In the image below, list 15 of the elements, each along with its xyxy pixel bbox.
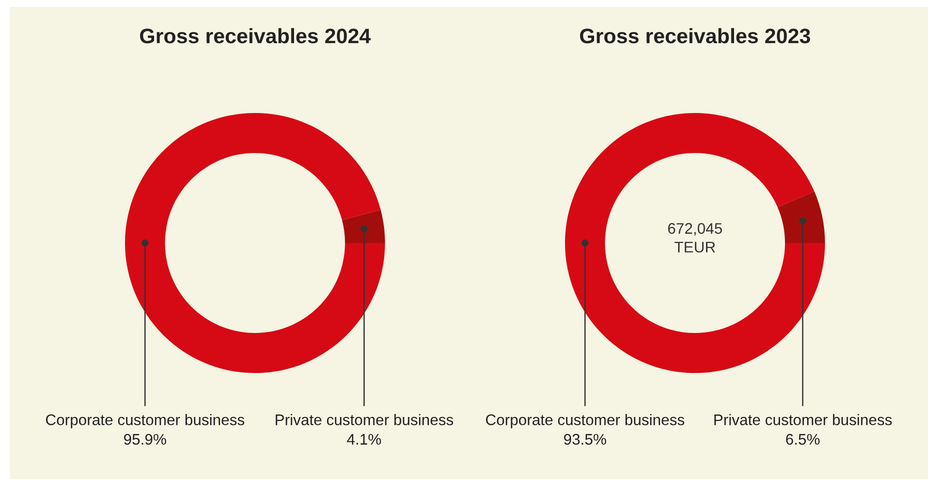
donut-slice — [342, 210, 385, 243]
donut-slice — [778, 191, 825, 243]
data-label: 6.5% — [786, 434, 820, 445]
slice-label: Private customer business — [276, 414, 454, 426]
slice-label: Corporate customer business — [486, 414, 684, 428]
data-label: 95.9% — [124, 434, 166, 445]
slice-label: Private customer business — [714, 414, 892, 426]
chart-title: Gross receivables 2024 — [140, 28, 371, 44]
donut-slice — [125, 112, 385, 374]
data-label: 93.5% — [564, 434, 606, 445]
chart-title: Gross receivables 2023 — [580, 28, 810, 44]
data-label: 4.1% — [347, 434, 381, 445]
donut-slice — [565, 112, 825, 373]
slice-label: Corporate customer business — [46, 414, 244, 428]
text: 672,045 TEUR — [668, 223, 722, 253]
